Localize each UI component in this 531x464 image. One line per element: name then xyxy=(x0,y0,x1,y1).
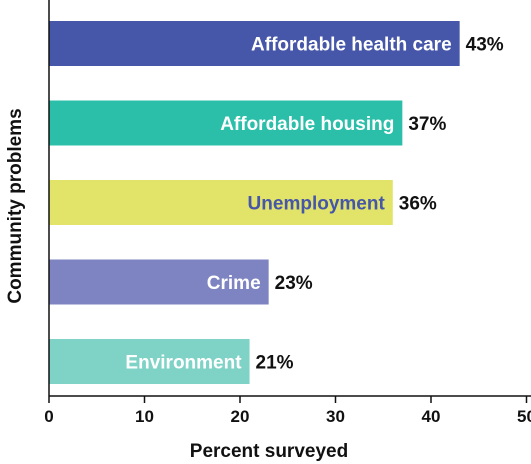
value-label-affordable-health-care: 43% xyxy=(466,35,504,56)
category-label-affordable-housing: Affordable housing xyxy=(220,114,394,135)
x-ticks-group: 0 10 20 30 40 50 xyxy=(44,396,531,426)
bar-affordable-housing xyxy=(49,100,403,146)
value-label-unemployment: 36% xyxy=(399,194,437,215)
category-label-environment: Environment xyxy=(125,353,242,374)
category-label-crime: Crime xyxy=(207,273,261,294)
category-label-affordable-health-care: Affordable health care xyxy=(251,35,452,56)
x-tick-label-10: 10 xyxy=(135,407,154,426)
x-tick-label-20: 20 xyxy=(231,407,250,426)
bar-unemployment xyxy=(49,180,393,225)
bar-affordable-health-care xyxy=(49,21,460,66)
value-label-environment: 21% xyxy=(256,353,294,374)
bar-environment xyxy=(49,339,250,384)
value-label-crime: 23% xyxy=(275,273,313,294)
bars-group: Affordable health care 43% Affordable hous… xyxy=(49,21,504,384)
x-tick-label-40: 40 xyxy=(422,407,441,426)
y-axis-title: Community problems xyxy=(5,108,26,303)
category-label-unemployment: Unemployment xyxy=(248,194,386,215)
value-label-affordable-housing: 37% xyxy=(408,114,446,135)
bar-crime xyxy=(49,259,269,305)
x-tick-label-50: 50 xyxy=(517,407,531,426)
x-tick-label-0: 0 xyxy=(44,407,53,426)
x-tick-label-30: 30 xyxy=(326,407,345,426)
x-axis-title: Percent surveyed xyxy=(190,441,348,462)
